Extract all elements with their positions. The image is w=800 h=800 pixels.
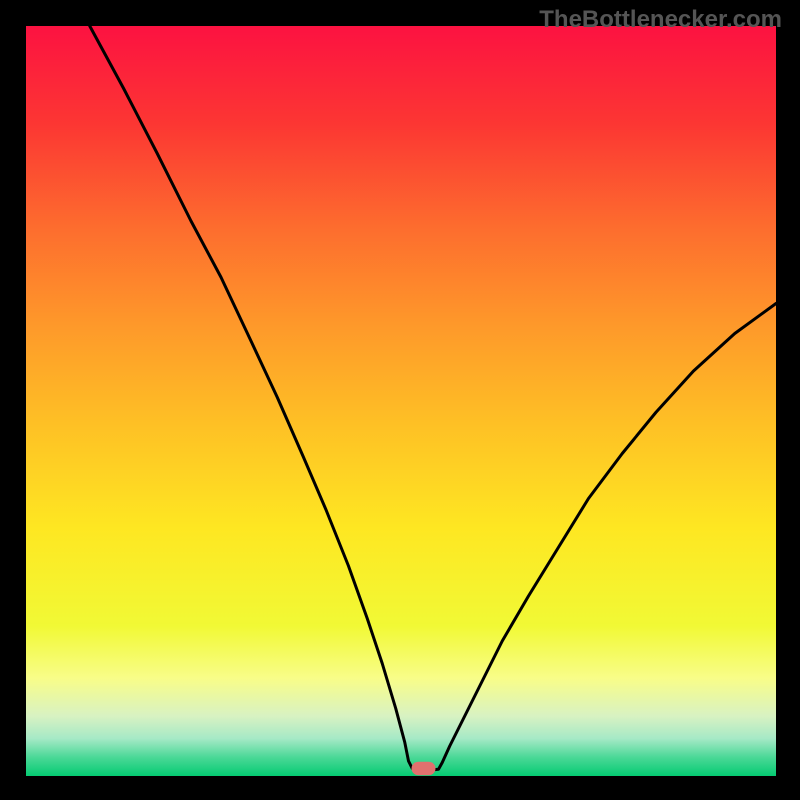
chart-plot-background [26,26,776,776]
bottleneck-chart [0,0,800,800]
bottleneck-chart-container: TheBottlenecker.com [0,0,800,800]
optimum-marker [412,762,436,776]
